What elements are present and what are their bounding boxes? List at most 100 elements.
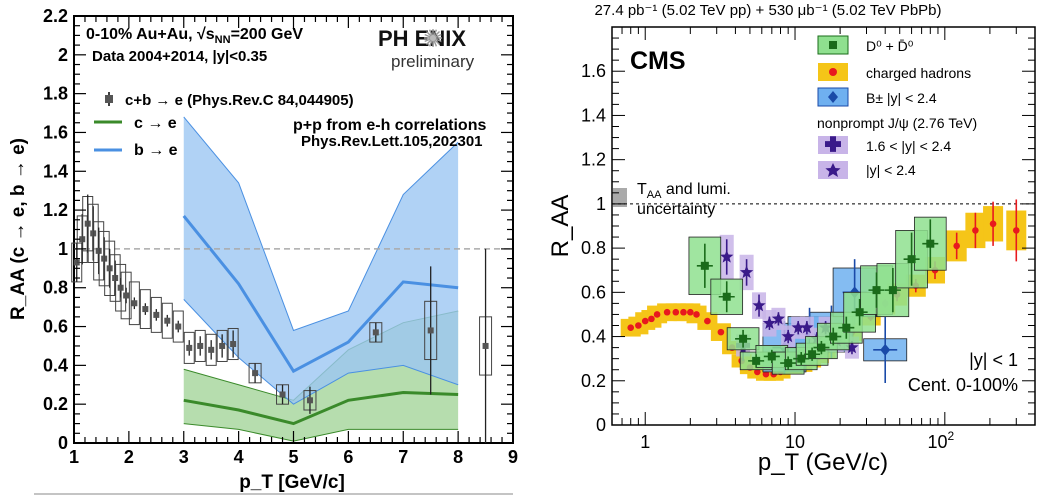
right-x-tick-label: 1 <box>640 432 650 452</box>
right-x-tick-label: 102 <box>927 429 954 452</box>
point-marker <box>306 397 313 404</box>
point-marker <box>784 359 793 368</box>
left-y-tick-label: 0.4 <box>43 355 68 375</box>
legend-c-e: c → e <box>134 115 177 132</box>
point-marker <box>717 328 725 336</box>
point-marker <box>635 322 642 329</box>
left-y-tick-label: 1.6 <box>43 122 68 142</box>
point-syst-box <box>216 329 228 362</box>
left-legend: c+b → e (Phys.Rev.C 84,044905) c → e b →… <box>94 92 486 159</box>
point-marker <box>953 242 960 250</box>
point-marker <box>230 341 237 348</box>
legend-d0: D⁰ + D̄⁰ <box>866 38 914 54</box>
point-marker <box>648 315 655 323</box>
legend-b-e: b → e <box>134 142 178 159</box>
legend-b-marker <box>828 91 838 103</box>
point-marker <box>739 265 754 279</box>
legend-jpsi-fwd: 1.6 < |y| < 2.4 <box>866 138 951 154</box>
point-marker <box>817 343 826 352</box>
point-marker <box>752 298 766 312</box>
point-marker <box>653 311 661 318</box>
right-y-tick-label: 1.6 <box>581 61 606 81</box>
point-marker <box>142 306 149 313</box>
left-points <box>71 194 493 443</box>
point-syst-box <box>120 271 132 320</box>
band-center-1 <box>182 214 459 374</box>
legend-d0-marker <box>829 41 837 49</box>
point-marker <box>752 356 761 365</box>
point-syst-box <box>172 310 184 343</box>
left-y-tick-label: 2.2 <box>43 6 68 26</box>
point-syst-box <box>139 289 151 329</box>
left-axes: 1 2 3 4 5 6 7 8 9 0 0.2 0.4 0.6 0.8 1 1.2 1.4 1.6 1.8 2 2.2 <box>43 6 518 467</box>
point-marker <box>164 317 171 324</box>
point-marker <box>693 311 700 318</box>
point-marker <box>800 320 814 334</box>
left-pp-note-2: Phys.Rev.Lett.105,202301 <box>301 133 483 150</box>
right-cut-1: |y| < 1 <box>969 350 1018 370</box>
point-marker <box>829 332 838 341</box>
right-ylabel: R_AA <box>547 195 574 258</box>
left-y-tick-label: 1.2 <box>43 200 68 220</box>
band-edge-low-0 <box>183 423 459 442</box>
point-syst-box <box>150 296 162 333</box>
left-header-1: 0-10% Au+Au, √sNN=200 GeV <box>86 26 303 46</box>
point-syst-box <box>161 302 173 339</box>
left-y-tick-label: 1.4 <box>43 161 68 181</box>
right-cut-2: Cent. 0-100% <box>908 375 1018 395</box>
left-x-tick-label: 2 <box>124 447 134 467</box>
point-marker <box>153 311 160 318</box>
left-x-tick-label: 3 <box>179 447 189 467</box>
left-panel: 1 2 3 4 5 6 7 8 900.20.40.60.811.21.41.61.822.2 … <box>8 6 518 495</box>
point-marker <box>186 344 193 351</box>
right-x-tick-label: 10 <box>785 432 805 452</box>
point-marker <box>989 220 997 228</box>
point-marker <box>680 308 687 316</box>
point-marker <box>926 239 935 248</box>
left-y-tick-label: 1.8 <box>43 84 68 104</box>
point-marker <box>279 391 286 398</box>
left-y-tick-label: 0.8 <box>43 278 68 298</box>
band-fill-1 <box>183 116 459 405</box>
legend-hadrons-marker <box>829 68 837 76</box>
point-marker <box>641 317 649 325</box>
point-marker <box>722 292 731 301</box>
left-x-tick-label: 1 <box>69 447 79 467</box>
left-y-tick-label: 0.6 <box>43 317 68 337</box>
point-marker <box>797 354 806 363</box>
band-center-0 <box>183 391 459 426</box>
left-ylabel: R_AA (c → e, b → e) <box>8 138 29 320</box>
point-marker <box>372 329 379 336</box>
point-marker <box>842 323 851 332</box>
point-marker <box>808 350 817 359</box>
left-y-tick-label: 0.2 <box>43 394 68 414</box>
point-marker <box>880 343 891 356</box>
point-marker <box>762 370 770 378</box>
left-x-tick-label: 9 <box>508 447 518 467</box>
point-marker <box>762 316 777 329</box>
left-y-tick-label: 1 <box>58 239 68 259</box>
right-xlabel: p_T (GeV/c) <box>758 449 888 476</box>
point-marker <box>791 320 805 334</box>
left-pp-note-1: p+p from e-h correlations <box>293 117 486 134</box>
legend-jpsi-fwd-marker <box>825 136 841 152</box>
right-y-tick-label: 0.2 <box>581 371 606 391</box>
point-marker <box>845 340 859 354</box>
point-marker <box>123 292 130 299</box>
right-legend: D⁰ + D̄⁰ charged hadrons B± |y| < 2.4 no… <box>817 35 977 179</box>
left-x-tick-label: 6 <box>343 447 353 467</box>
left-header-2: Data 2004+2014, |y|<0.35 <box>92 48 267 65</box>
point-marker <box>663 308 671 316</box>
legend-jpsi-mid-marker <box>825 163 841 177</box>
cms-brand: CMS <box>630 47 686 75</box>
right-y-tick-label: 1.4 <box>581 105 606 125</box>
phenix-logo: PH ENIX preliminary <box>378 26 475 71</box>
point-syst-box <box>194 329 206 362</box>
taa-label-2: uncertainty <box>637 201 715 218</box>
right-y-tick-label: 0 <box>596 415 606 435</box>
point-marker <box>888 286 897 295</box>
legend-marker-square <box>105 95 113 103</box>
band-edge-low-1 <box>183 299 459 405</box>
right-panel: 27.4 pb⁻¹ (5.02 TeV pp) + 530 μb⁻¹ (5.02… <box>547 2 1036 476</box>
